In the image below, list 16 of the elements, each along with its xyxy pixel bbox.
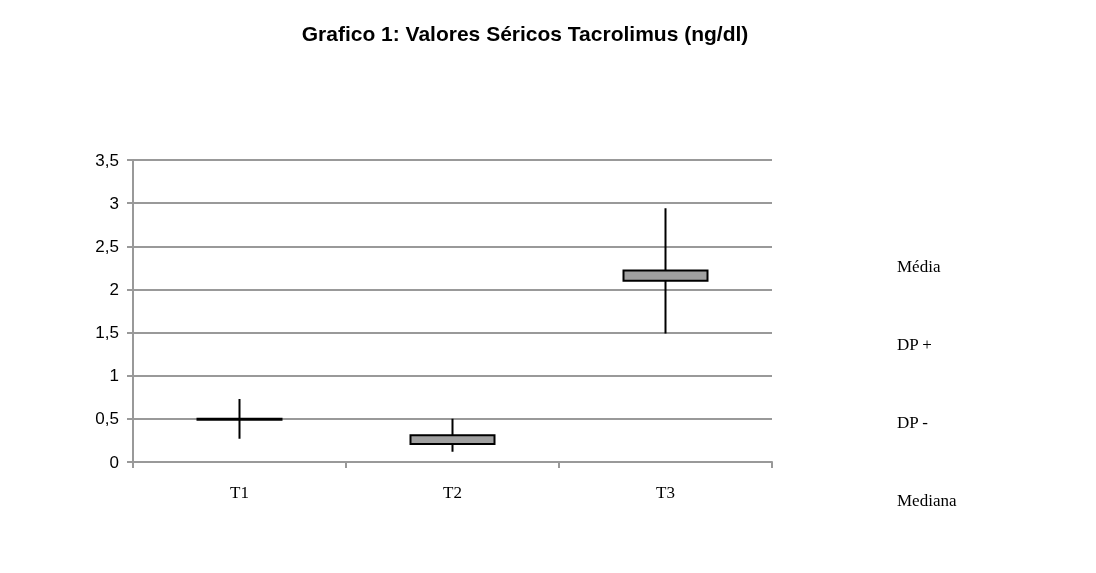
y-tick-label: 2 xyxy=(109,279,119,299)
y-tick-label: 1,5 xyxy=(95,323,119,343)
y-tick-label: 2,5 xyxy=(95,236,119,256)
x-tick-label: T2 xyxy=(443,483,462,502)
x-tick-label: T1 xyxy=(230,483,249,502)
y-tick-label: 1 xyxy=(109,366,119,386)
text: Média xyxy=(897,257,941,276)
text: Mediana xyxy=(897,491,957,510)
y-tick-label: 0,5 xyxy=(95,409,119,429)
chart-title: Grafico 1: Valores Séricos Tacrolimus (ng/dl) xyxy=(301,22,749,45)
x-tick-label: T3 xyxy=(656,483,675,502)
text: DP - xyxy=(897,413,929,432)
y-tick-label: 3 xyxy=(109,193,119,213)
text: DP + xyxy=(897,335,932,354)
y-tick-label: 0 xyxy=(109,452,119,472)
y-tick-label: 3,5 xyxy=(95,150,119,170)
